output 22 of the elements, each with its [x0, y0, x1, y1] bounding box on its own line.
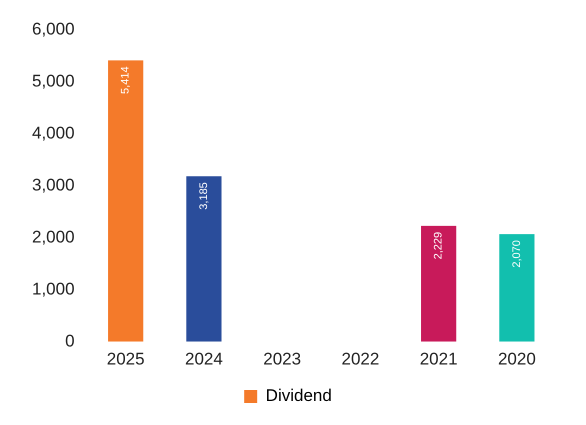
- y-tick-label: 2,000: [32, 227, 75, 246]
- x-tick-label: 2022: [341, 349, 380, 368]
- data-label: 3,185: [198, 182, 210, 210]
- x-tick-label: 2020: [498, 349, 536, 368]
- bar: [108, 60, 144, 342]
- bar: [186, 176, 222, 342]
- x-tick-label: 2024: [184, 349, 223, 368]
- bar: [421, 226, 456, 342]
- bar: [499, 234, 534, 342]
- data-label: 5,414: [120, 66, 132, 94]
- y-tick-label: 6,000: [32, 20, 75, 39]
- y-tick-label: 0: [65, 331, 75, 350]
- x-tick-label: 2021: [420, 349, 458, 368]
- data-label: 2,229: [432, 232, 445, 260]
- y-tick-label: 4,000: [32, 124, 75, 143]
- x-tick-label: 2023: [263, 349, 302, 368]
- y-tick-label: 1,000: [32, 279, 75, 298]
- y-tick-label: 3,000: [32, 175, 75, 194]
- legend-label: Dividend: [266, 386, 332, 406]
- x-tick-label: 2025: [106, 349, 145, 368]
- y-tick-label: 5,000: [32, 72, 75, 91]
- data-label: 2,070: [510, 240, 523, 268]
